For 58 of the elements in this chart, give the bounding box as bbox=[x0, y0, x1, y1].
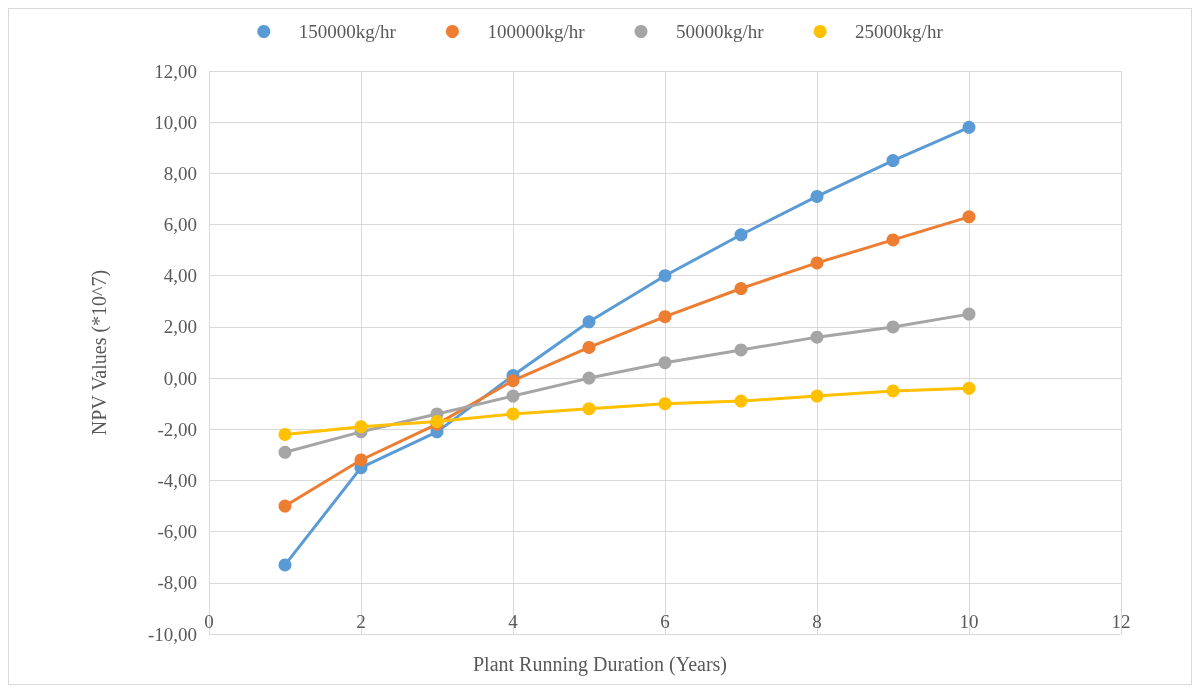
y-tick-label: 8,00 bbox=[163, 162, 197, 184]
y-tick-label: 10,00 bbox=[154, 111, 197, 133]
legend-label: 100000kg/hr bbox=[487, 21, 586, 42]
point bbox=[582, 340, 596, 354]
point bbox=[354, 420, 368, 434]
point bbox=[354, 453, 368, 467]
point bbox=[278, 427, 292, 441]
point bbox=[658, 397, 672, 411]
point bbox=[506, 389, 520, 403]
x-tick-label: 2 bbox=[356, 611, 366, 632]
legend-label: 50000kg/hr bbox=[676, 21, 765, 42]
point bbox=[506, 407, 520, 421]
point bbox=[658, 269, 672, 283]
legend-label: 150000kg/hr bbox=[298, 21, 397, 42]
point bbox=[734, 343, 748, 357]
point bbox=[886, 320, 900, 334]
y-tick-label: 0,00 bbox=[163, 367, 197, 389]
point bbox=[810, 256, 824, 270]
x-axis-title: Plant Running Duration (Years) bbox=[472, 653, 728, 676]
point bbox=[278, 558, 292, 572]
x-tick-label: 10 bbox=[959, 611, 979, 632]
y-tick-label: 4,00 bbox=[163, 265, 197, 287]
point bbox=[658, 356, 672, 370]
x-tick-label: 12 bbox=[1111, 611, 1131, 632]
point bbox=[962, 120, 976, 134]
point bbox=[962, 307, 976, 321]
point bbox=[962, 381, 976, 395]
x-tick-label: 6 bbox=[660, 611, 670, 632]
point bbox=[734, 228, 748, 242]
y-tick-label: 6,00 bbox=[163, 214, 197, 236]
point bbox=[810, 330, 824, 344]
y-tick-label: 2,00 bbox=[163, 316, 197, 338]
x-tick-label: 0 bbox=[204, 611, 214, 632]
point bbox=[278, 445, 292, 459]
point bbox=[582, 371, 596, 385]
x-tick-label: 4 bbox=[508, 611, 519, 632]
y-axis-title: NPV Values (*10^7) bbox=[88, 269, 111, 436]
legend-label: 25000kg/hr bbox=[855, 21, 944, 42]
point bbox=[886, 384, 900, 398]
point bbox=[810, 389, 824, 403]
point bbox=[582, 315, 596, 329]
y-tick-label: -4,00 bbox=[157, 469, 197, 491]
point bbox=[810, 189, 824, 203]
x-tick-label: 8 bbox=[812, 611, 822, 632]
y-tick-label: 12,00 bbox=[154, 60, 197, 82]
y-tick-label: -6,00 bbox=[157, 521, 197, 543]
point bbox=[886, 154, 900, 168]
y-tick-label: -8,00 bbox=[157, 572, 197, 594]
point bbox=[582, 402, 596, 416]
point bbox=[962, 210, 976, 224]
y-tick-label: -2,00 bbox=[157, 418, 197, 440]
point bbox=[506, 374, 520, 388]
y-tick-label: -10,00 bbox=[147, 623, 197, 645]
point bbox=[734, 282, 748, 296]
point bbox=[278, 499, 292, 513]
point bbox=[734, 394, 748, 408]
point bbox=[658, 310, 672, 324]
point bbox=[886, 233, 900, 247]
